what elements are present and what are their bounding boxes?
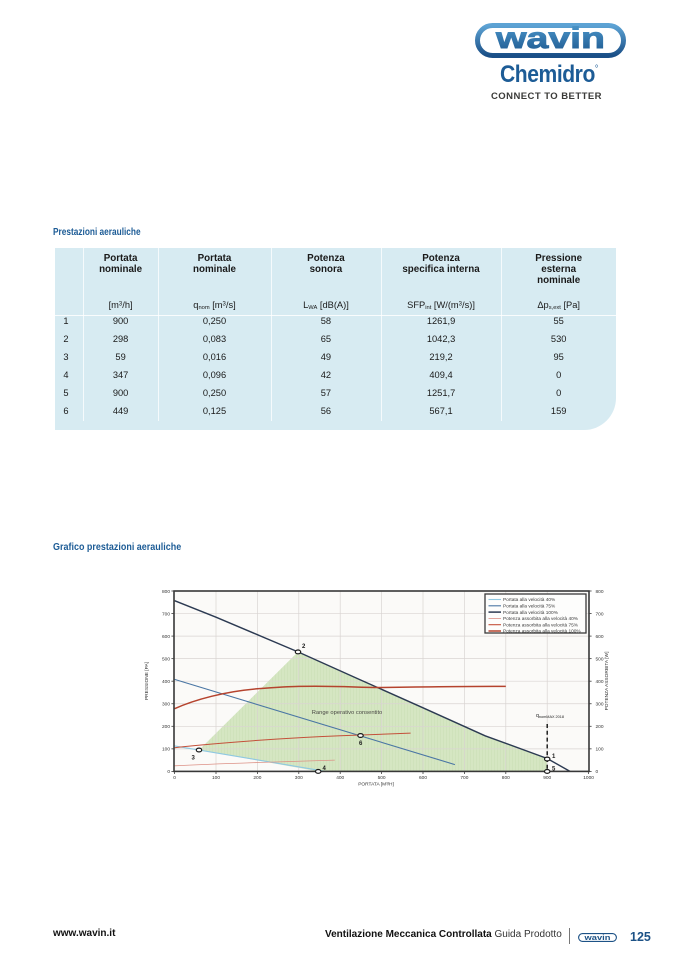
svg-text:800: 800 [162, 589, 170, 595]
svg-text:300: 300 [596, 702, 604, 708]
svg-text:400: 400 [162, 679, 170, 685]
svg-text:700: 700 [596, 611, 604, 617]
svg-text:Portata alla velocità 100%: Portata alla velocità 100% [503, 610, 559, 616]
svg-text:wavin: wavin [495, 23, 605, 55]
svg-text:800: 800 [502, 775, 510, 781]
svg-text:Potenza assorbita alla velocit: Potenza assorbita alla velocità 40% [503, 616, 579, 622]
svg-text:wavin: wavin [583, 933, 611, 942]
svg-text:5: 5 [552, 767, 556, 773]
svg-text:PORTATA [M³/H]: PORTATA [M³/H] [358, 782, 394, 788]
svg-text:300: 300 [162, 702, 170, 708]
svg-text:200: 200 [596, 724, 604, 730]
svg-text:900: 900 [543, 775, 551, 781]
svg-text:100: 100 [596, 747, 604, 753]
svg-text:3: 3 [192, 756, 196, 762]
svg-text:700: 700 [162, 611, 170, 617]
svg-text:Potenza assorbita alla velocit: Potenza assorbita alla velocità 75% [503, 622, 579, 628]
svg-text:600: 600 [419, 775, 427, 781]
svg-text:1: 1 [552, 754, 556, 760]
svg-text:500: 500 [596, 656, 604, 662]
svg-text:Range operativo consentito: Range operativo consentito [312, 710, 383, 716]
svg-text:POTENZA ASSORBITA [W]: POTENZA ASSORBITA [W] [604, 652, 610, 711]
svg-text:Portata alla velocità 75%: Portata alla velocità 75% [503, 604, 556, 610]
svg-text:qnomMAX 2018: qnomMAX 2018 [536, 713, 564, 719]
svg-text:PRESSIONE [PA]: PRESSIONE [PA] [144, 662, 150, 700]
svg-text:200: 200 [253, 775, 261, 781]
svg-text:100: 100 [212, 775, 220, 781]
svg-text:300: 300 [295, 775, 303, 781]
svg-text:Portata alla velocità 40%: Portata alla velocità 40% [503, 597, 556, 603]
svg-text:0: 0 [596, 769, 599, 775]
svg-text:6: 6 [359, 741, 363, 747]
svg-text:700: 700 [460, 775, 468, 781]
svg-text:600: 600 [596, 634, 604, 640]
svg-text:500: 500 [162, 656, 170, 662]
svg-text:500: 500 [378, 775, 386, 781]
svg-text:1000: 1000 [583, 775, 594, 781]
svg-text:Potenza assorbita alla velocit: Potenza assorbita alla velocità 100% [503, 629, 581, 635]
svg-text:0: 0 [173, 775, 176, 781]
svg-text:400: 400 [596, 679, 604, 685]
svg-text:4: 4 [323, 766, 327, 772]
svg-text:600: 600 [162, 634, 170, 640]
svg-text:100: 100 [162, 747, 170, 753]
svg-text:400: 400 [336, 775, 344, 781]
svg-text:2: 2 [302, 644, 306, 650]
svg-text:800: 800 [596, 589, 604, 595]
svg-text:0: 0 [167, 769, 170, 775]
svg-text:200: 200 [162, 724, 170, 730]
